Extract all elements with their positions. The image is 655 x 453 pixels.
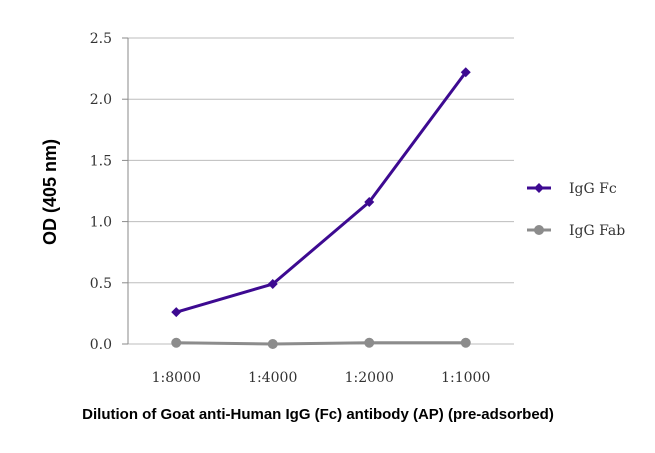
- x-tick-label: 1:1000: [441, 370, 490, 386]
- series-line: [176, 341, 466, 346]
- gridlines: [122, 37, 514, 345]
- y-axis-label: OD (405 nm): [40, 139, 60, 245]
- series-group: [171, 67, 471, 349]
- y-tick-label: 0.0: [90, 337, 112, 353]
- data-point-circle: [460, 337, 471, 348]
- data-point-diamond: [171, 307, 182, 318]
- x-axis-label: Dilution of Goat anti-Human IgG (Fc) ant…: [82, 406, 554, 423]
- y-axis-ticks: 0.0 0.5 1.0 1.5 2.0 2.5: [90, 31, 112, 353]
- x-tick-label: 1:8000: [152, 370, 201, 386]
- series-line: [175, 71, 467, 314]
- y-tick-label: 2.5: [90, 31, 112, 47]
- y-tick-label: 1.0: [90, 215, 112, 231]
- legend: IgG Fc IgG Fab: [527, 181, 625, 239]
- data-point-circle: [171, 337, 182, 348]
- data-point-diamond: [267, 279, 278, 290]
- legend-label: IgG Fc: [569, 181, 617, 197]
- data-point-diamond: [364, 197, 375, 208]
- x-tick-label: 1:2000: [345, 370, 394, 386]
- y-tick-label: 2.0: [90, 92, 112, 108]
- data-point-circle: [364, 337, 375, 348]
- x-axis-ticks: 1:8000 1:4000 1:2000 1:1000: [152, 370, 491, 386]
- x-tick-label: 1:4000: [248, 370, 297, 386]
- y-tick-label: 1.5: [90, 153, 112, 169]
- legend-marker-circle: [534, 225, 544, 235]
- y-tick-label: 0.5: [90, 276, 112, 292]
- data-point-diamond: [460, 67, 471, 78]
- legend-marker-diamond: [534, 183, 544, 193]
- data-point-circle: [267, 339, 278, 349]
- legend-label: IgG Fab: [569, 223, 625, 239]
